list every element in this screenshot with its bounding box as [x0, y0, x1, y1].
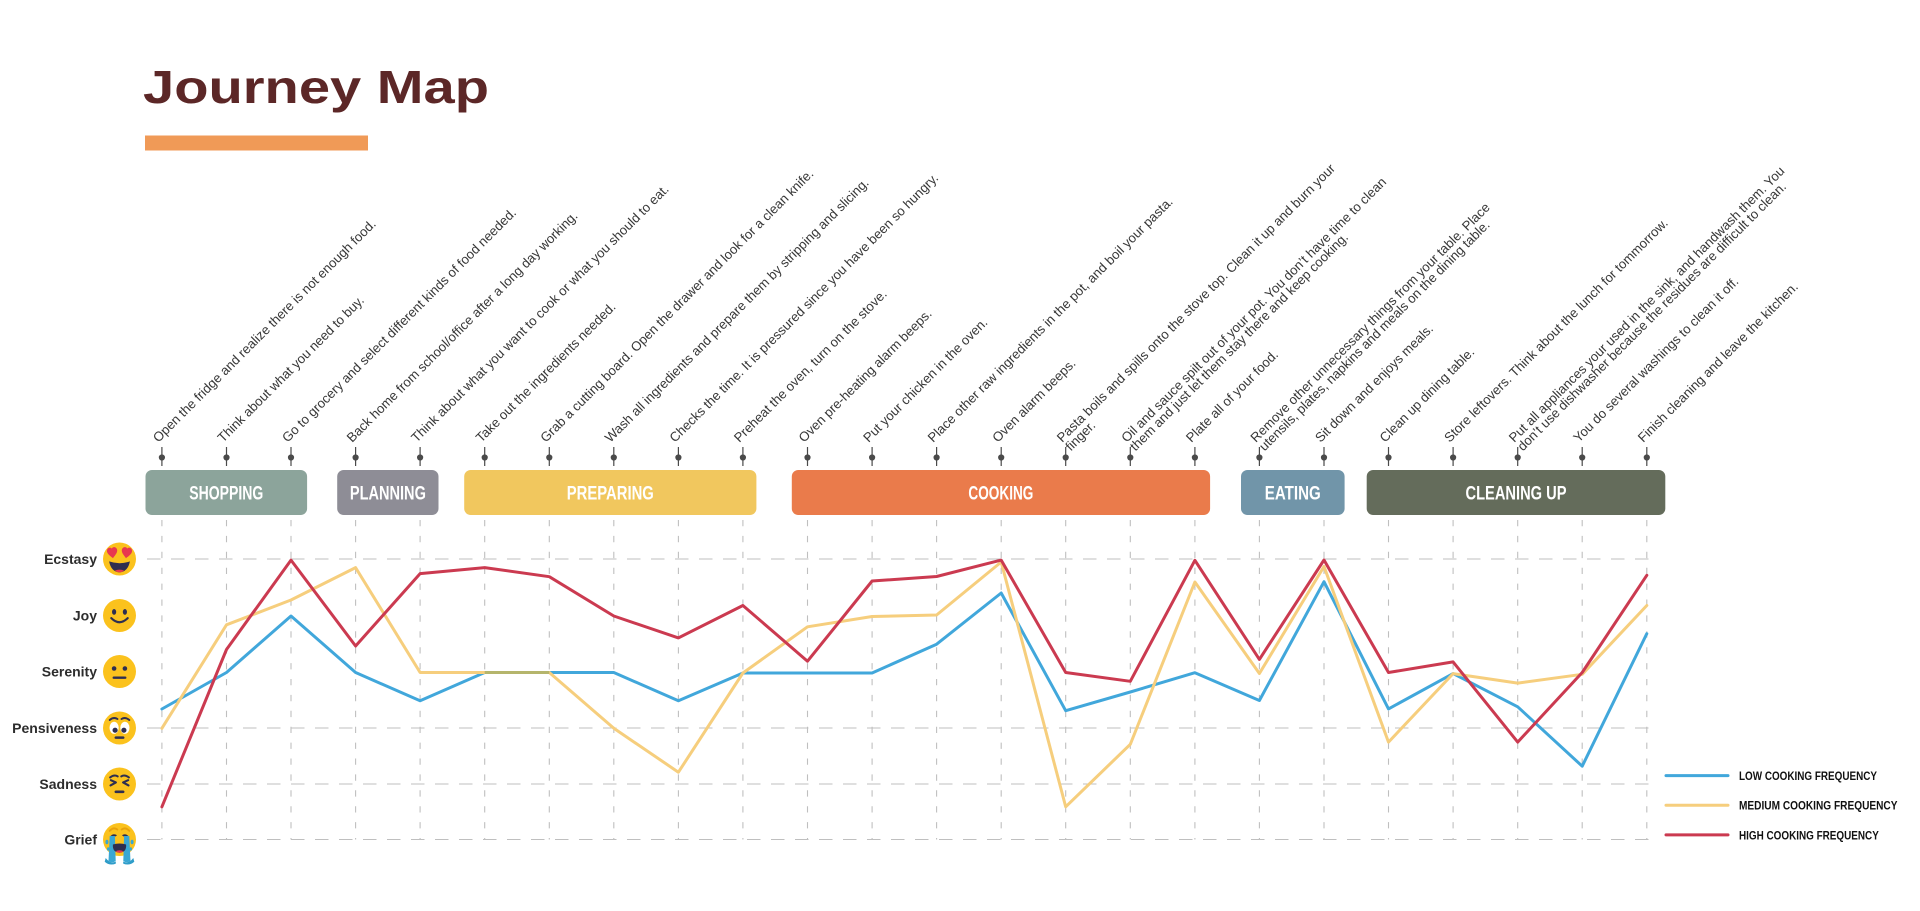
- svg-text:Back home from school/office a: Back home from school/office after a lon…: [344, 208, 581, 445]
- svg-text:Sadness: Sadness: [39, 776, 97, 792]
- svg-text:Serenity: Serenity: [42, 664, 97, 680]
- svg-text:Place other raw ingredients in: Place other raw ingredients in the pot, …: [925, 194, 1176, 445]
- svg-text:PLANNING: PLANNING: [350, 484, 426, 505]
- svg-text:Oven pre-heating alarm beeps.: Oven pre-heating alarm beeps.: [796, 306, 935, 445]
- svg-text:Go to grocery and select diffe: Go to grocery and select different kinds…: [279, 205, 519, 445]
- svg-text:Joy: Joy: [73, 608, 97, 624]
- svg-text:Pensiveness: Pensiveness: [12, 720, 97, 736]
- svg-text:Grief: Grief: [64, 832, 97, 848]
- svg-text:Ecstasy: Ecstasy: [44, 551, 97, 567]
- svg-text:Journey Map: Journey Map: [143, 61, 489, 113]
- svg-text:COOKING: COOKING: [968, 484, 1033, 505]
- svg-text:MEDIUM COOKING FREQUENCY: MEDIUM COOKING FREQUENCY: [1739, 799, 1898, 813]
- svg-text:SHOPPING: SHOPPING: [189, 484, 263, 505]
- svg-text:CLEANING UP: CLEANING UP: [1466, 484, 1567, 505]
- svg-text:Take out the ingredients neede: Take out the ingredients needed.: [473, 299, 619, 445]
- svg-text:EATING: EATING: [1265, 484, 1321, 505]
- svg-text:HIGH COOKING FREQUENCY: HIGH COOKING FREQUENCY: [1739, 828, 1879, 842]
- svg-text:Open the fridge and realize th: Open the fridge and realize there is not…: [150, 216, 379, 445]
- svg-text:Put your chicken in the oven.: Put your chicken in the oven.: [860, 315, 990, 445]
- svg-text:Put all appliances your used i: Put all appliances your used in the sink…: [1506, 163, 1796, 453]
- svg-text:PREPARING: PREPARING: [567, 484, 654, 505]
- svg-text:LOW COOKING FREQUENCY: LOW COOKING FREQUENCY: [1739, 769, 1877, 783]
